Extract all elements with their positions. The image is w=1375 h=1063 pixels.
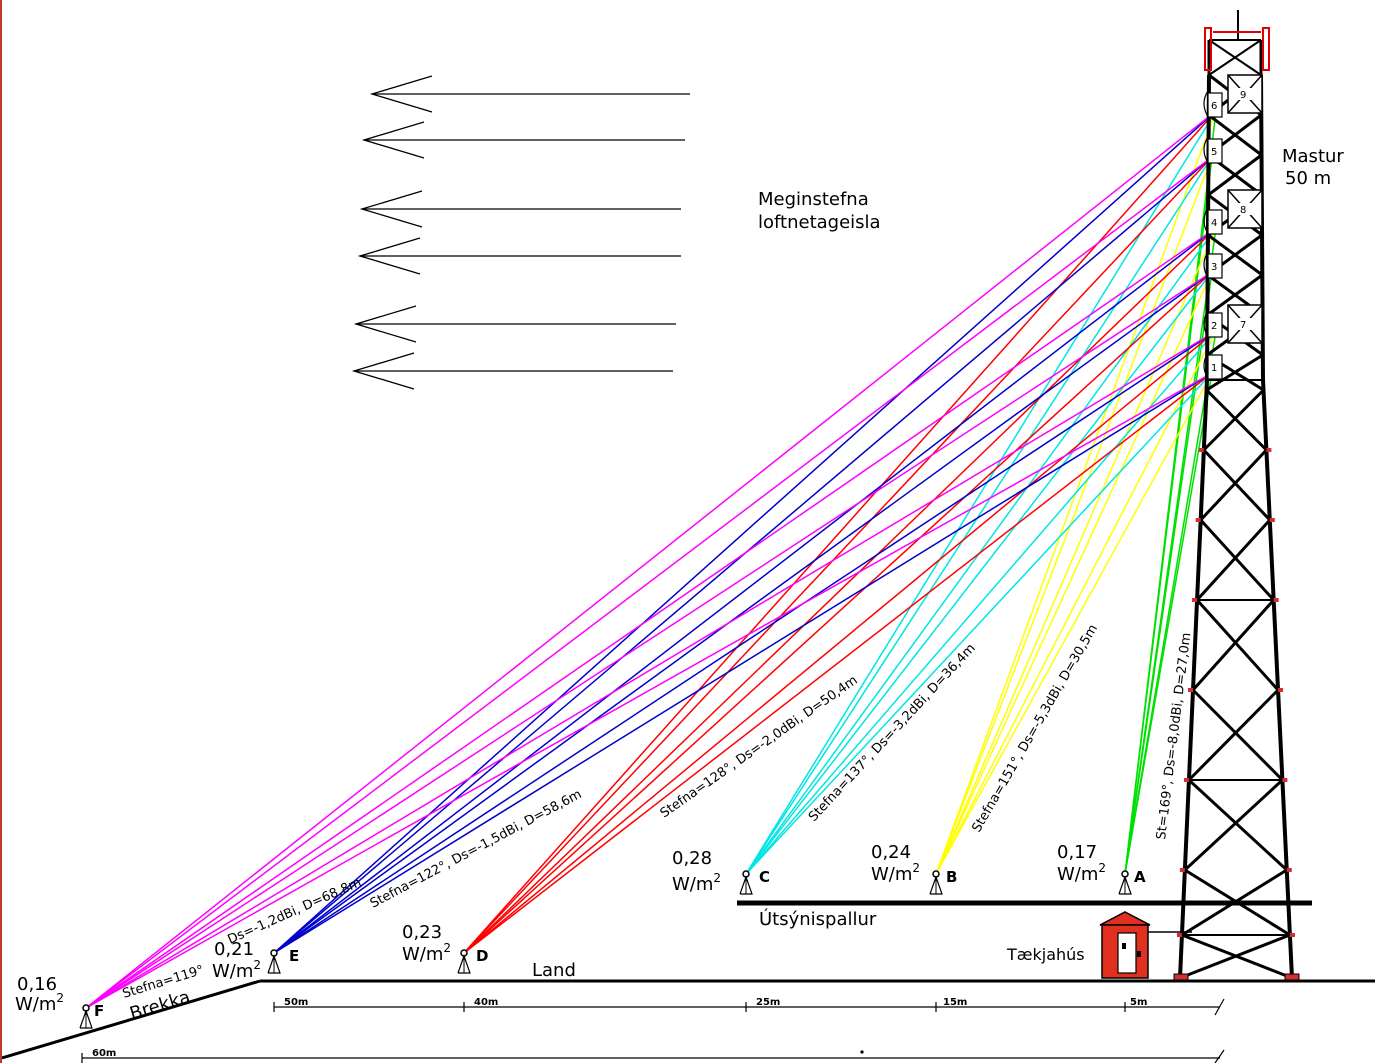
mast-height: 50 m <box>1285 168 1331 189</box>
antenna-2: 2 <box>1203 310 1223 338</box>
antenna-1: 1 <box>1203 352 1223 380</box>
mast-tower <box>1178 10 1294 979</box>
beam-line-f <box>85 372 1213 1009</box>
direction-arrow <box>353 305 676 343</box>
beam-line-d <box>463 110 1217 954</box>
direction-arrow <box>359 190 681 228</box>
point-id-d: D <box>476 947 488 965</box>
dim-label-60m: 60m <box>92 1048 116 1059</box>
direction-arrow <box>351 352 673 390</box>
point-unit-a: W/m2 <box>1057 861 1106 885</box>
beam-line-b <box>935 330 1217 875</box>
point-id-e: E <box>289 947 299 965</box>
antenna-label-1: 1 <box>1211 363 1217 374</box>
measurement-point-f: F 0,16W/m2 <box>15 974 104 1029</box>
direction-arrow <box>361 121 685 159</box>
point-value-c: 0,28 <box>672 848 712 869</box>
panel-antennas: 1 2 3 4 5 6 <box>1203 90 1223 380</box>
mast-title: Mastur <box>1282 146 1344 167</box>
beam-line-d <box>463 330 1217 954</box>
beam-line-c <box>745 330 1217 875</box>
point-id-c: C <box>759 868 770 886</box>
direction-arrow <box>357 237 681 275</box>
measurement-point-c: C 0,28W/m2 <box>672 848 770 895</box>
dim-label-25m: 25m <box>756 997 780 1008</box>
dimension-lines <box>81 998 1225 1063</box>
beam-line-c <box>745 227 1217 875</box>
direction-label-line1: Meginstefna <box>758 189 869 210</box>
measurement-point-d: D 0,23W/m2 <box>402 922 488 974</box>
antenna-label-6: 6 <box>1211 101 1217 112</box>
beam-line-e <box>273 271 1213 954</box>
beam-line-e <box>273 227 1217 954</box>
beam-line-c <box>745 271 1213 875</box>
point-id-f: F <box>94 1002 104 1020</box>
beam-line-f <box>85 110 1217 1009</box>
measurement-points: A0,17W/m2B0,24W/m2C0,28W/m2D0,23W/m2E0,2… <box>15 842 1146 1029</box>
point-id-a: A <box>1134 868 1146 886</box>
mast-feet <box>1173 973 1300 981</box>
ground <box>2 900 1375 1060</box>
beam-line-c <box>745 156 1213 875</box>
point-unit-b: W/m2 <box>871 861 920 885</box>
beam-line-a <box>1124 330 1217 875</box>
platform-label: Útsýnispallur <box>759 908 877 930</box>
antenna-6: 6 <box>1203 90 1223 118</box>
point-value-e: 0,21 <box>214 939 254 960</box>
beam-line-e <box>273 372 1213 954</box>
beam-line-d <box>463 372 1213 954</box>
point-value-f: 0,16 <box>17 974 57 995</box>
equipment-house <box>1099 911 1192 979</box>
point-value-a: 0,17 <box>1057 842 1097 863</box>
antenna-3: 3 <box>1203 251 1223 279</box>
beam-line-b <box>935 227 1217 875</box>
antenna-label-2: 2 <box>1211 321 1217 332</box>
point-unit-c: W/m2 <box>672 871 721 895</box>
antenna-4: 4 <box>1203 207 1223 235</box>
point-unit-e: W/m2 <box>212 958 261 982</box>
beam-line-f <box>85 156 1213 1009</box>
dim-label-15m: 15m <box>943 997 967 1008</box>
point-value-d: 0,23 <box>402 922 442 943</box>
mast-red-bolts <box>1176 448 1295 937</box>
dim-label-5m: 5m <box>1130 997 1147 1008</box>
beam-line-c <box>745 372 1213 875</box>
beam-line-f <box>85 330 1217 1009</box>
dim-label-50m: 50m <box>284 997 308 1008</box>
antenna-label-3: 3 <box>1211 262 1217 273</box>
beam-line-d <box>463 227 1217 954</box>
measurement-point-b: B 0,24W/m2 <box>871 842 957 895</box>
point-unit-f: W/m2 <box>15 991 64 1015</box>
measurement-point-e: E 0,21W/m2 <box>212 939 299 982</box>
beam-line-f <box>85 227 1217 1009</box>
beam-line-d <box>463 156 1213 954</box>
box-8-label: 8 <box>1240 205 1246 216</box>
beam-line-e <box>273 110 1217 954</box>
beam-line-e <box>273 330 1217 954</box>
direction-arrow <box>369 75 690 113</box>
beam-line-f <box>85 271 1213 1009</box>
box-7-label: 7 <box>1240 320 1246 331</box>
equipment-label: Tækjahús <box>1006 945 1085 964</box>
beam-line-b <box>935 372 1213 875</box>
mast-top-antennas <box>1204 27 1270 71</box>
beam-line-a <box>1124 227 1217 875</box>
box-9-label: 9 <box>1240 90 1246 101</box>
beam-line-c <box>745 110 1217 875</box>
antenna-beams <box>85 110 1217 1009</box>
antenna-label-5: 5 <box>1211 147 1217 158</box>
direction-arrows <box>351 75 690 390</box>
beam-line-d <box>463 271 1213 954</box>
point-unit-d: W/m2 <box>402 941 451 965</box>
land-label: Land <box>532 960 576 981</box>
antenna-5: 5 <box>1203 136 1223 164</box>
point-value-b: 0,24 <box>871 842 911 863</box>
dim-label-40m: 40m <box>474 997 498 1008</box>
measurement-point-a: A 0,17W/m2 <box>1057 842 1146 895</box>
direction-label-line2: loftnetageisla <box>758 212 881 233</box>
antenna-label-4: 4 <box>1211 218 1217 229</box>
point-id-b: B <box>946 868 957 886</box>
